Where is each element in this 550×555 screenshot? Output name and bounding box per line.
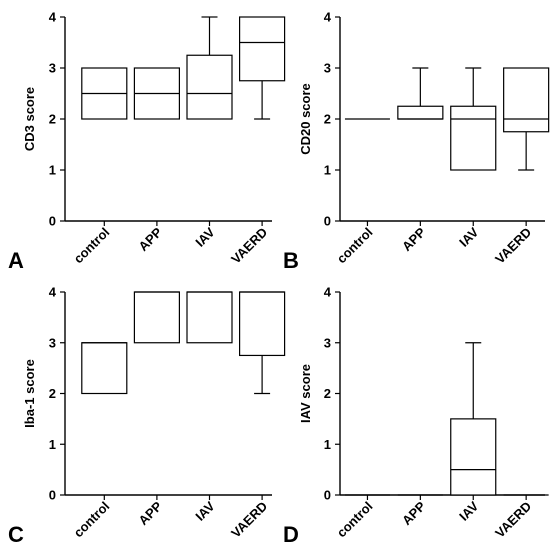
box-vaerd — [503, 67, 550, 171]
box-control — [81, 342, 128, 395]
y-tick-label: 3 — [324, 61, 331, 76]
box-app — [133, 291, 180, 344]
x-tick-label: VAERD — [492, 499, 534, 541]
x-tick-label: VAERD — [492, 225, 534, 267]
y-tick-label: 3 — [49, 335, 56, 350]
panel-letter: C — [8, 522, 24, 547]
x-tick-label: control — [334, 499, 376, 541]
box-app — [397, 67, 444, 120]
y-axis-label: CD20 score — [298, 83, 313, 155]
x-tick-label: IAV — [456, 498, 481, 523]
box-control — [81, 67, 128, 120]
box-iav — [186, 291, 233, 344]
x-tick-label: IAV — [456, 224, 481, 249]
y-tick-label: 4 — [49, 285, 57, 300]
box-body — [81, 342, 128, 395]
box-vaerd — [239, 16, 286, 120]
panel-letter: D — [283, 522, 299, 547]
x-tick-label: APP — [399, 498, 429, 528]
y-tick-label: 4 — [324, 285, 332, 300]
x-tick-label: control — [71, 499, 113, 541]
y-tick-label: 0 — [49, 214, 56, 229]
x-tick-label: VAERD — [228, 499, 270, 541]
box-vaerd — [239, 291, 286, 395]
y-tick-label: 3 — [324, 335, 331, 350]
y-tick-label: 4 — [49, 10, 57, 25]
box-body — [239, 291, 286, 357]
panel-d: 0 1 2 3 4 IAV score control APP IAV VAERD D — [283, 285, 549, 547]
y-axis-label: IAV score — [298, 364, 313, 423]
box-iav — [450, 67, 497, 171]
box-body — [186, 291, 233, 344]
panel-c: 0 1 2 3 4 Iba-1 score control APP IAV VAERD C — [8, 285, 286, 547]
y-tick-label: 1 — [49, 437, 56, 452]
x-tick-label: control — [334, 225, 376, 267]
y-tick-label: 4 — [324, 10, 332, 25]
y-tick-label: 3 — [49, 61, 56, 76]
y-tick-label: 0 — [324, 214, 331, 229]
x-tick-label: control — [71, 225, 113, 267]
box-body — [186, 54, 233, 120]
box-body — [450, 418, 497, 496]
x-tick-label: VAERD — [228, 225, 270, 267]
y-tick-label: 2 — [324, 112, 331, 127]
box-body — [397, 105, 444, 120]
y-tick-label: 1 — [49, 163, 56, 178]
panel-b: 0 1 2 3 4 CD20 score control APP IAV VAERD B — [283, 10, 550, 273]
y-tick-label: 2 — [49, 112, 56, 127]
x-tick-label: IAV — [192, 498, 217, 523]
x-tick-label: APP — [136, 498, 166, 528]
y-axis-label: Iba-1 score — [22, 359, 37, 428]
y-axis-label: CD3 score — [22, 87, 37, 151]
x-tick-label: APP — [136, 224, 166, 254]
y-tick-label: 0 — [49, 488, 56, 503]
box-body — [503, 67, 550, 133]
box-app — [133, 67, 180, 120]
panel-a: 0 1 2 3 4 CD3 score control APP IAV VAERD A — [8, 10, 286, 273]
box-body — [450, 105, 497, 171]
y-tick-label: 0 — [324, 488, 331, 503]
x-tick-label: IAV — [192, 224, 217, 249]
box-body — [133, 291, 180, 344]
y-tick-label: 1 — [324, 437, 331, 452]
panel-letter: A — [8, 248, 24, 273]
y-tick-label: 2 — [49, 386, 56, 401]
x-tick-label: APP — [399, 224, 429, 254]
box-iav — [450, 342, 497, 496]
panel-letter: B — [283, 248, 299, 273]
y-tick-label: 2 — [324, 386, 331, 401]
box-body — [239, 16, 286, 82]
y-tick-label: 1 — [324, 163, 331, 178]
box-iav — [186, 16, 233, 120]
